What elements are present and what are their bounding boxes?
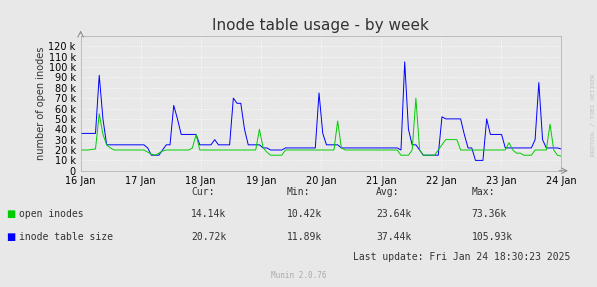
Text: ■: ■ — [6, 232, 15, 242]
Text: Last update: Fri Jan 24 18:30:23 2025: Last update: Fri Jan 24 18:30:23 2025 — [353, 252, 570, 262]
Text: Max:: Max: — [472, 187, 495, 197]
Text: 11.89k: 11.89k — [287, 232, 322, 242]
Text: ■: ■ — [6, 209, 15, 219]
Text: 10.42k: 10.42k — [287, 209, 322, 219]
Text: 14.14k: 14.14k — [191, 209, 226, 219]
Text: inode table size: inode table size — [19, 232, 113, 242]
Text: Cur:: Cur: — [191, 187, 214, 197]
Text: 105.93k: 105.93k — [472, 232, 513, 242]
Text: RRDTOOL / TOBI OETIKER: RRDTOOL / TOBI OETIKER — [590, 73, 595, 156]
Title: Inode table usage - by week: Inode table usage - by week — [213, 18, 429, 33]
Text: open inodes: open inodes — [19, 209, 84, 219]
Text: Munin 2.0.76: Munin 2.0.76 — [271, 271, 326, 280]
Text: 23.64k: 23.64k — [376, 209, 411, 219]
Text: 73.36k: 73.36k — [472, 209, 507, 219]
Text: Avg:: Avg: — [376, 187, 399, 197]
Text: Min:: Min: — [287, 187, 310, 197]
Text: 37.44k: 37.44k — [376, 232, 411, 242]
Y-axis label: number of open inodes: number of open inodes — [36, 46, 46, 160]
Text: 20.72k: 20.72k — [191, 232, 226, 242]
